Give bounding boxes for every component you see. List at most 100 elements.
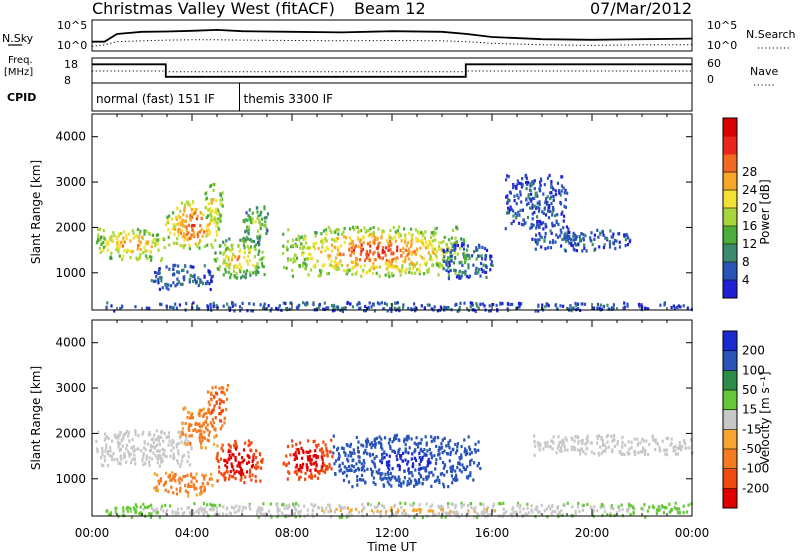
data-cell: [168, 475, 171, 479]
data-cell: [687, 503, 690, 507]
data-cell: [338, 262, 341, 266]
data-cell: [388, 438, 391, 442]
data-cell: [212, 421, 215, 425]
data-cell: [660, 504, 663, 508]
data-cell: [226, 302, 229, 306]
data-cell: [298, 513, 302, 517]
data-cell: [673, 306, 676, 310]
data-cell: [458, 276, 461, 280]
data-cell: [447, 440, 450, 444]
data-cell: [157, 436, 161, 440]
data-cell: [454, 478, 457, 482]
data-cell: [198, 492, 202, 496]
data-cell: [404, 458, 407, 462]
data-cell: [404, 256, 407, 260]
data-cell: [231, 255, 234, 259]
data-cell: [551, 239, 555, 243]
data-cell: [349, 238, 352, 242]
data-cell: [308, 252, 311, 256]
data-cell: [353, 451, 356, 455]
data-cell: [473, 461, 476, 465]
data-cell: [602, 246, 605, 250]
data-cell: [440, 241, 443, 245]
data-cell: [295, 464, 299, 468]
data-cell: [260, 459, 263, 463]
data-cell: [101, 452, 104, 456]
data-cell: [259, 213, 262, 217]
data-cell: [676, 447, 679, 451]
data-cell: [386, 471, 389, 475]
data-cell: [426, 460, 429, 464]
data-cell: [620, 452, 623, 456]
data-cell: [99, 250, 102, 254]
data-cell: [118, 232, 121, 236]
data-cell: [195, 509, 198, 514]
data-cell: [219, 427, 222, 431]
data-cell: [400, 239, 403, 243]
data-cell: [119, 455, 122, 459]
data-cell: [367, 256, 370, 261]
data-cell: [612, 306, 615, 310]
data-cell: [377, 441, 380, 445]
data-cell: [673, 506, 676, 510]
data-cell: [438, 265, 441, 269]
data-cell: [512, 219, 515, 223]
data-cell: [171, 477, 174, 481]
data-cell: [222, 473, 225, 477]
data-cell: [345, 272, 348, 276]
data-cell: [282, 251, 285, 255]
data-cell: [311, 256, 314, 261]
data-cell: [442, 466, 445, 470]
data-cell: [295, 237, 298, 241]
data-cell: [330, 304, 334, 308]
data-cell: [113, 234, 116, 238]
data-cell: [215, 304, 218, 308]
data-cell: [344, 306, 347, 310]
data-cell: [447, 256, 450, 260]
data-cell: [447, 265, 450, 270]
data-cell: [520, 200, 523, 204]
data-cell: [350, 260, 353, 264]
data-cell: [336, 252, 339, 257]
data-cell: [549, 229, 552, 233]
data-cell: [404, 237, 407, 241]
data-cell: [180, 478, 183, 482]
data-cell: [100, 463, 104, 467]
data-cell: [194, 211, 197, 215]
data-cell: [340, 515, 343, 519]
data-cell: [398, 467, 401, 472]
data-cell: [389, 307, 392, 311]
data-cell: [612, 303, 615, 307]
data-cell: [358, 240, 362, 244]
data-cell: [285, 266, 288, 270]
data-cell: [291, 439, 294, 443]
data-cell: [158, 238, 161, 242]
data-cell: [385, 510, 388, 514]
data-cell: [451, 245, 454, 249]
data-cell: [325, 507, 328, 511]
data-cell: [414, 252, 417, 256]
data-cell: [200, 280, 203, 284]
data-cell: [373, 250, 376, 254]
data-cell: [290, 245, 293, 249]
data-cell: [196, 215, 199, 219]
data-cell: [515, 216, 518, 220]
data-cell: [312, 302, 315, 307]
data-cell: [507, 206, 510, 210]
data-cell: [517, 210, 520, 214]
data-cell: [540, 222, 543, 226]
data-cell: [312, 440, 315, 444]
data-cell: [315, 456, 318, 460]
data-cell: [167, 235, 170, 239]
data-cell: [546, 440, 549, 445]
data-cell: [436, 475, 439, 479]
data-cell: [676, 452, 679, 456]
data-cell: [244, 276, 247, 280]
data-cell: [460, 456, 463, 460]
data-cell: [462, 238, 465, 242]
data-cell: [138, 232, 141, 236]
data-cell: [186, 270, 189, 274]
data-cell: [327, 256, 330, 260]
data-cell: [190, 484, 193, 489]
data-cell: [392, 226, 395, 230]
